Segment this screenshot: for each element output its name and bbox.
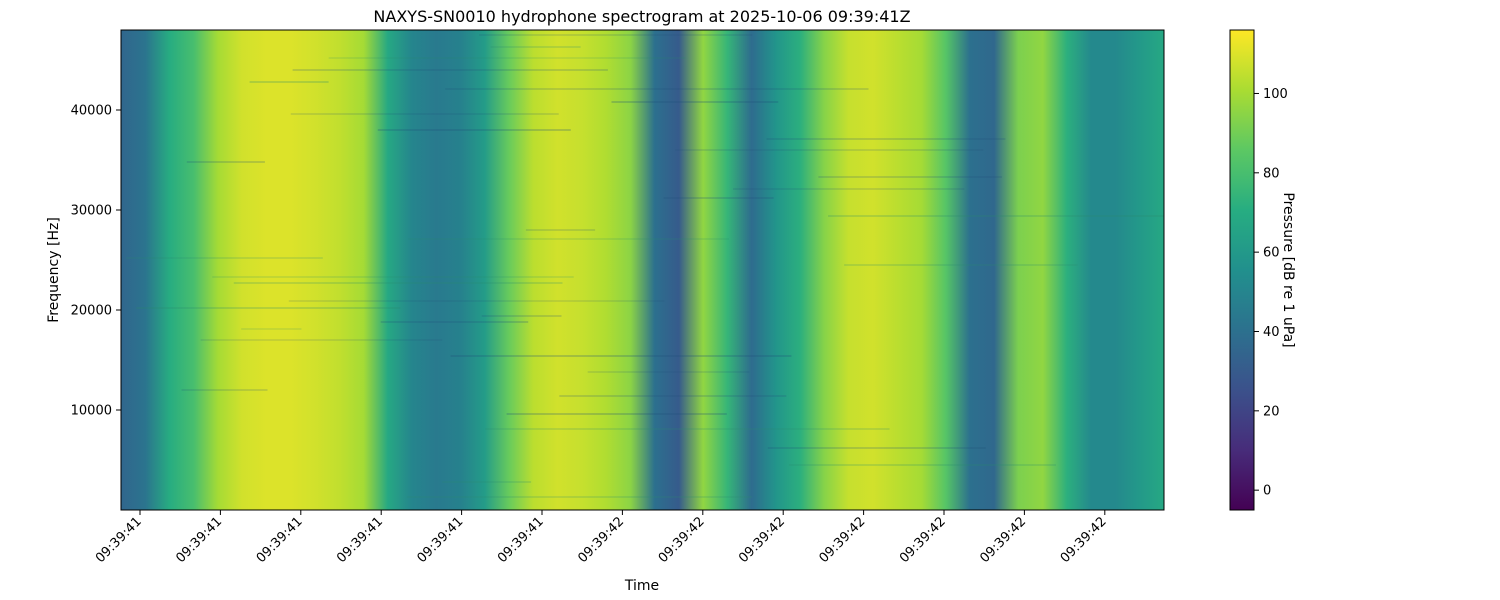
texture-band [212,276,574,278]
texture-band [406,496,752,498]
chart-title: NAXYS-SN0010 hydrophone spectrogram at 2… [373,7,910,26]
texture-band [290,113,559,115]
colorbar-tick-label: 40 [1263,325,1280,340]
texture-band [828,215,1164,217]
y-axis: 10000 20000 30000 40000 [71,104,121,419]
texture-band [200,339,443,341]
texture-band [181,389,268,391]
x-axis-label: Time [624,578,659,594]
x-tick-label: 09:39:42 [575,514,627,566]
texture-band [450,355,792,357]
texture-band [288,300,665,302]
colorbar-tick-label: 0 [1263,484,1271,499]
colorbar: 0 20 40 60 80 100 Pressure [dB re 1 uPa] [1229,29,1296,511]
colorbar-ticks: 0 20 40 60 80 100 [1254,87,1288,499]
colorbar-tick-label: 80 [1263,166,1280,181]
texture-band [587,371,750,373]
texture-band [377,129,571,131]
texture-band [506,413,727,415]
y-tick-label: 30000 [71,204,112,219]
colorbar-frame [1229,29,1255,511]
x-axis: 09:39:41 09:39:41 09:39:41 09:39:41 09:39:41… [93,510,1110,566]
heatmap-fill [121,30,1164,510]
texture-band [663,197,774,199]
texture-band [525,229,596,231]
colorbar-tick-label: 100 [1263,87,1288,102]
texture-band [479,34,753,36]
x-tick-label: 09:39:41 [173,514,225,566]
x-tick-label: 09:39:42 [897,514,949,566]
texture-band [445,88,869,90]
y-tick-label: 10000 [71,404,112,419]
texture-band [136,307,401,309]
texture-band [733,188,965,190]
y-tick-label: 20000 [71,304,112,319]
colorbar-label: Pressure [dB re 1 uPa] [1280,192,1296,347]
texture-band [844,264,1078,266]
x-tick-label: 09:39:42 [817,514,869,566]
x-tick-label: 09:39:41 [334,514,386,566]
spectrogram-texture [126,34,1164,498]
y-tick-label: 40000 [71,104,112,119]
texture-band [818,176,1002,178]
texture-band [186,161,265,163]
x-tick-label: 09:39:42 [656,514,708,566]
texture-band [485,428,890,430]
x-tick-label: 09:39:41 [415,514,467,566]
texture-band [442,481,532,483]
texture-band [611,101,779,103]
texture-band [241,328,302,330]
x-tick-label: 09:39:42 [736,514,788,566]
x-tick-label: 09:39:41 [254,514,306,566]
texture-band [788,464,1056,466]
texture-band [126,257,323,259]
texture-band [408,238,729,240]
colorbar-gradient [1230,30,1254,510]
x-tick-label: 09:39:41 [93,514,145,566]
texture-band [249,81,329,83]
texture-band [675,149,984,151]
colorbar-tick-label: 20 [1263,404,1280,419]
texture-band [292,69,608,71]
x-tick-label: 09:39:42 [1058,514,1110,566]
texture-band [767,447,986,449]
y-axis-label: Frequency [Hz] [46,217,62,323]
spectrogram-heatmap [121,30,1164,510]
texture-band [559,395,787,397]
colorbar-tick-label: 60 [1263,246,1280,261]
plot-frame [120,29,1165,511]
x-tick-label: 09:39:41 [495,514,547,566]
texture-band [328,57,686,59]
texture-band [766,138,1006,140]
texture-band [380,321,529,323]
texture-band [233,282,563,284]
texture-band [490,46,581,48]
texture-band [481,315,562,317]
x-tick-label: 09:39:42 [977,514,1029,566]
